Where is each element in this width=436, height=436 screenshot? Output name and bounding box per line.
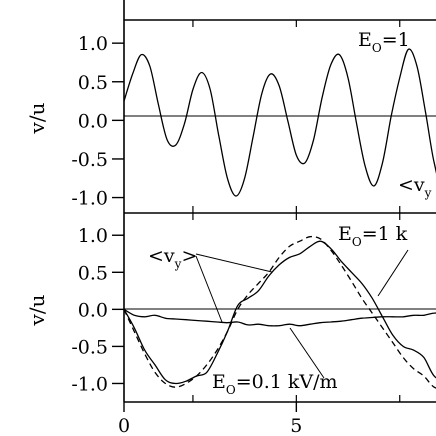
top-y-ticks: 1.0 0.5 0.0 -0.5 -1.0 [71,20,401,213]
top-y-tick-label: -0.5 [71,149,108,171]
bottom-y-tick-label: -1.0 [71,373,108,395]
bottom-annotation-vy: <vy> [148,245,197,271]
top-y-tick-label: 1.0 [78,33,108,55]
bottom-y-tick-label: 0.0 [78,299,108,321]
top-y-tick-label: 0.0 [78,110,108,132]
bottom-series-line-1 [123,240,436,385]
bottom-y-tick-label: -0.5 [71,336,108,358]
bottom-series-line-2 [123,235,436,389]
bottom-plot-marks [123,235,436,389]
bottom-annotation-e0-01: EO=0.1 kV/m [212,371,338,397]
bottom-y-tick-label: 1.0 [78,225,108,247]
top-annotation-vy: <vy [398,174,432,200]
top-plot-marks [123,48,436,197]
bottom-annotation-e0-1: EO=1 k [338,223,408,249]
bottom-x-tick-label: 5 [290,415,302,436]
pointer-arrow-e0-1 [377,249,409,297]
top-y-tick-label: 0.5 [78,72,108,94]
pointer-arrow-vy-1 [195,253,273,273]
bottom-y-axis-title: v/u [25,294,49,326]
top-annotation-e0: EO=1 [358,29,410,55]
top-y-tick-label: -1.0 [71,188,108,210]
pointer-arrow-e0-01 [289,327,325,379]
pointer-arrow-vy-2 [195,255,223,323]
bottom-series-line-0 [123,308,436,327]
panel-top: 1.0 0.5 0.0 -0.5 -1.0 v/u EO=1 <vy [25,0,436,213]
bottom-y-ticks: 1.0 0.5 0.0 -0.5 -1.0 [71,213,401,402]
top-y-axis-title: v/u [25,102,49,134]
bottom-y-tick-label: 0.5 [78,262,108,284]
top-series-line-0 [123,48,436,197]
bottom-x-tick-label: 0 [118,415,130,436]
